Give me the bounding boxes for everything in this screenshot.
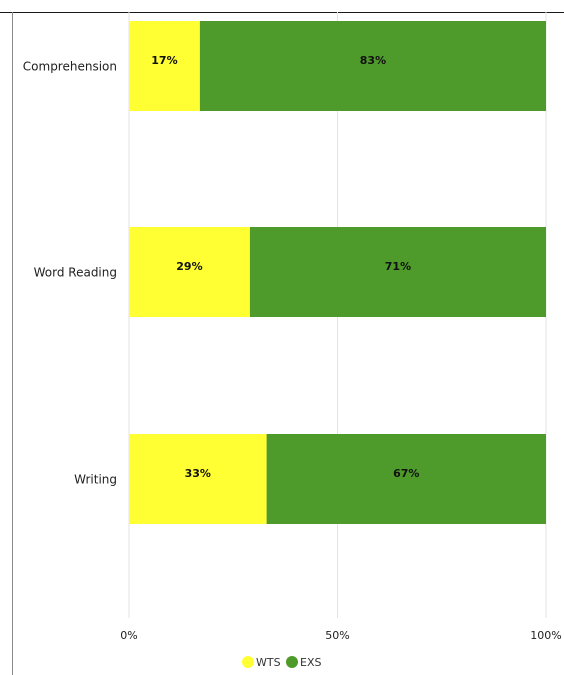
x-tick-label-0: 0%: [120, 629, 137, 642]
bar-exs-0: [199, 21, 546, 111]
legend-marker-wts: [242, 656, 254, 668]
bar-exs-2: [266, 434, 546, 524]
legend-label-exs: EXS: [300, 656, 321, 669]
data-label-exs-1: 71%: [385, 260, 411, 273]
category-labels: Comprehension Word Reading Writing: [23, 60, 117, 487]
category-label-1: Word Reading: [34, 266, 117, 280]
bar-exs-1: [249, 227, 546, 317]
legend: WTS EXS: [242, 656, 321, 669]
legend-marker-exs: [286, 656, 298, 668]
x-axis-ticks: 0% 50% 100%: [120, 629, 561, 642]
bar-wts-2: [129, 434, 267, 524]
x-tick-label-50: 50%: [325, 629, 349, 642]
category-label-0: Comprehension: [23, 60, 117, 74]
data-label-wts-1: 29%: [176, 260, 202, 273]
top-border: [0, 12, 564, 13]
category-label-2: Writing: [74, 473, 117, 487]
data-label-exs-2: 67%: [393, 467, 419, 480]
bar-wts-0: [129, 21, 200, 111]
x-tick-label-100: 100%: [530, 629, 561, 642]
data-label-wts-2: 33%: [185, 467, 211, 480]
data-label-wts-0: 17%: [151, 54, 177, 67]
legend-label-wts: WTS: [256, 656, 281, 669]
bar-wts-1: [129, 227, 250, 317]
bars: 17% 83% 29% 71% 33% 67%: [129, 21, 546, 524]
left-border: [12, 12, 13, 675]
data-label-exs-0: 83%: [360, 54, 386, 67]
